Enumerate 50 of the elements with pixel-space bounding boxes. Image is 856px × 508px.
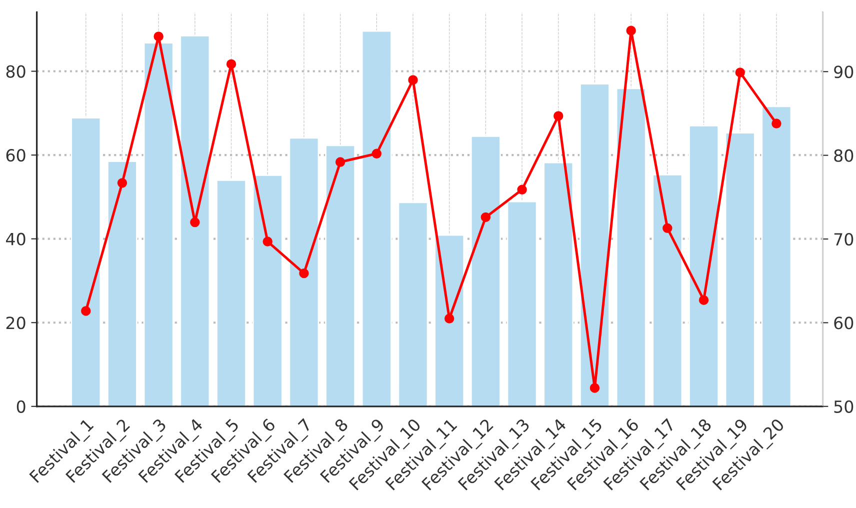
bar <box>361 30 392 406</box>
point <box>772 118 782 128</box>
bar <box>652 174 683 406</box>
point <box>190 217 200 228</box>
point <box>299 268 309 278</box>
point <box>698 295 709 305</box>
bar <box>106 160 138 406</box>
bar <box>252 174 283 406</box>
point <box>517 184 527 194</box>
point <box>444 314 454 324</box>
bar <box>434 234 465 406</box>
point <box>662 223 672 233</box>
y2-tick-label: 60 <box>834 316 854 330</box>
y-tick-label: 40 <box>6 232 26 246</box>
bar <box>70 117 102 406</box>
y2-tick-label: 90 <box>834 66 854 78</box>
y2-tick-label: 80 <box>834 149 854 162</box>
y-tick-label: 0 <box>16 400 26 413</box>
y-tick-label: 20 <box>6 316 26 330</box>
point <box>626 26 636 36</box>
bar <box>325 144 356 406</box>
bar <box>288 137 320 406</box>
bar <box>616 88 646 406</box>
y2-tick-label: 70 <box>834 232 854 246</box>
bar <box>216 179 246 406</box>
bar <box>180 34 210 406</box>
point <box>226 59 236 69</box>
point <box>335 157 346 167</box>
point <box>590 383 600 393</box>
y2-tick-label: 50 <box>834 400 854 413</box>
bar <box>143 42 174 406</box>
point <box>480 212 491 222</box>
point <box>554 111 564 121</box>
point <box>117 178 128 188</box>
bar <box>688 125 719 406</box>
point <box>154 32 164 42</box>
bar <box>761 106 792 406</box>
bar <box>724 132 756 406</box>
point <box>408 75 418 85</box>
bar <box>470 136 501 406</box>
point <box>372 148 382 158</box>
bar <box>579 83 610 406</box>
bar <box>543 162 574 406</box>
bar <box>506 200 538 406</box>
point <box>262 236 272 246</box>
y-tick-label: 80 <box>6 65 26 78</box>
y-tick-label: 60 <box>6 149 26 162</box>
bar <box>398 202 428 406</box>
point <box>81 306 91 316</box>
point <box>735 68 745 78</box>
